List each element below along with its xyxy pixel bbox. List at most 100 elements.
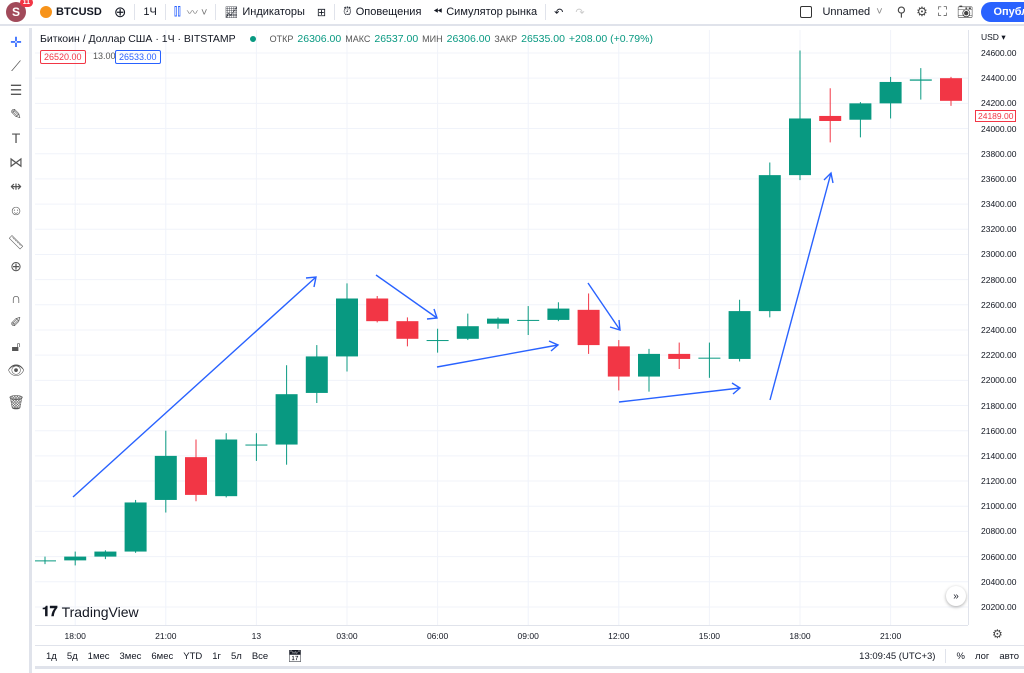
range-button[interactable]: 3мес [119,650,142,662]
lock-drawing-icon[interactable]: ✐ [10,313,22,330]
templates-icon[interactable]: ⊞ [316,6,327,19]
forecast-icon[interactable]: ⇹ [10,177,22,194]
alerts-button[interactable]: ⏰︎ Оповещения [343,5,422,19]
candle [728,299,751,362]
indicators-button[interactable]: 📈︎ Индикаторы [224,6,305,19]
candle [305,345,328,404]
time-label: 21:00 [155,631,177,641]
notification-badge: 11 [19,0,33,7]
symbol-title[interactable]: Биткоин / Доллар США · 1Ч · BITSTAMP [40,33,236,45]
magnet-icon[interactable]: ∩ [10,290,22,306]
time-label: 21:00 [879,631,902,641]
ruler-icon[interactable]: 📏︎ [7,233,25,250]
add-symbol-icon[interactable]: ⊕ [113,4,127,21]
crosshair-icon[interactable]: ✛ [10,33,22,50]
search-icon[interactable]: ⚲ [896,4,907,19]
range-button[interactable]: YTD [183,650,203,662]
range-button[interactable]: 5д [66,650,78,662]
candle [487,317,509,329]
drawings [72,171,834,498]
lock-icon[interactable]: 🔓︎ [11,337,21,354]
price-chart[interactable] [35,30,968,625]
price-label: 21400.00 [981,450,1017,461]
candle-body [698,357,721,359]
candle [547,302,570,322]
candle-body [638,353,660,377]
gear-icon[interactable]: ⚙ [916,4,928,19]
price-axis[interactable]: USD ▾ 24600.00 24400.00 24200.00 24000.00 23… [968,30,1024,625]
scroll-to-realtime-button[interactable]: » [946,586,966,606]
goto-date-icon[interactable]: 📅︎ [287,649,303,663]
zoom-in-icon[interactable]: ⊕ [10,257,22,274]
price-label: 24600.00 [981,48,1017,58]
price-label: 23200.00 [981,224,1017,235]
clock[interactable]: 13:09:45 (UTC+3) [859,650,936,662]
avatar[interactable]: S 11 [6,0,33,22]
camera-icon[interactable]: 📷︎ [956,4,974,19]
candle [64,551,87,566]
candle-body [879,81,902,104]
replay-button[interactable]: ⏪︎ Симулятор рынка [433,5,538,19]
candle [638,348,660,392]
percent-toggle[interactable]: % [956,650,965,662]
time-axis[interactable]: 18:00 21:00 13 03:00 06:00 09:00 12:00 15:00 18:… [35,625,968,645]
range-button[interactable]: 1мес [87,650,110,662]
tradingview-logo[interactable]: 𝟏𝟕 TradingView [42,603,139,620]
pitchfork-icon[interactable]: ☰ [9,81,23,98]
range-button[interactable]: Все [251,650,269,662]
candle [124,499,147,553]
candle-body [215,439,238,497]
price-label: 20200.00 [981,601,1017,612]
tv-logo-icon: 𝟏𝟕 [42,603,58,619]
price-label: 24400.00 [981,73,1017,84]
arrow-drawing [769,171,834,401]
eye-icon[interactable]: 👁︎ [7,361,25,378]
publish-button[interactable]: Опубликовать [981,2,1024,22]
market-status-icon [249,36,256,42]
price-label: 20400.00 [981,576,1017,587]
fullscreen-icon[interactable]: ⛶ [937,4,947,19]
layout-select[interactable]: Unnamed ˅ [794,0,888,24]
price-label: 21200.00 [981,476,1017,487]
pattern-icon[interactable]: ⋈ [9,153,23,170]
time-label: 06:00 [426,631,449,641]
candle-body [94,551,117,557]
chart-type-button[interactable]: ⫿⫿ 〰 ˅ [173,5,208,20]
trash-icon[interactable]: 🗑︎ [7,393,25,410]
price-label: 20800.00 [981,526,1017,537]
buy-price-button[interactable]: 26533.00 [115,50,161,64]
log-toggle[interactable]: лог [974,650,990,662]
arrow-drawing [436,340,560,368]
auto-toggle[interactable]: авто [999,650,1019,662]
candle [366,295,389,323]
range-button[interactable]: 6мес [151,650,174,662]
chart-legend: Биткоин / Доллар США · 1Ч · BITSTAMP ОТК… [40,33,653,45]
currency-select[interactable]: USD ▾ [981,32,1006,42]
bitcoin-icon [40,6,52,18]
candle [758,162,781,318]
candle-body [547,308,570,320]
candle [275,365,298,465]
range-button[interactable]: 1д [46,650,57,662]
price-label: 23800.00 [981,148,1017,159]
interval-button[interactable]: 1Ч [143,6,157,18]
symbol-search-button[interactable]: BTCUSD [34,0,108,24]
price-label: 21800.00 [981,400,1017,411]
axis-settings-icon[interactable]: ⚙ [992,627,1003,641]
candle-body [275,394,298,445]
candle [517,306,540,336]
candle-body [336,298,358,357]
text-icon[interactable]: T [11,130,21,146]
candle-body [758,175,781,312]
emoji-icon[interactable]: ☺ [8,202,24,218]
candle [396,317,419,347]
sell-price-button[interactable]: 26520.00 [40,50,86,64]
range-button[interactable]: 5л [230,650,242,662]
replay-icon: ⏪︎ [433,5,443,18]
undo-icon[interactable]: ↶ [554,6,564,19]
range-button[interactable]: 1г [212,650,221,662]
trendline-icon[interactable]: ⟋ [11,57,21,74]
redo-icon[interactable]: ↷ [575,6,585,19]
brush-icon[interactable]: ✎ [10,105,22,122]
time-label: 18:00 [789,631,811,641]
